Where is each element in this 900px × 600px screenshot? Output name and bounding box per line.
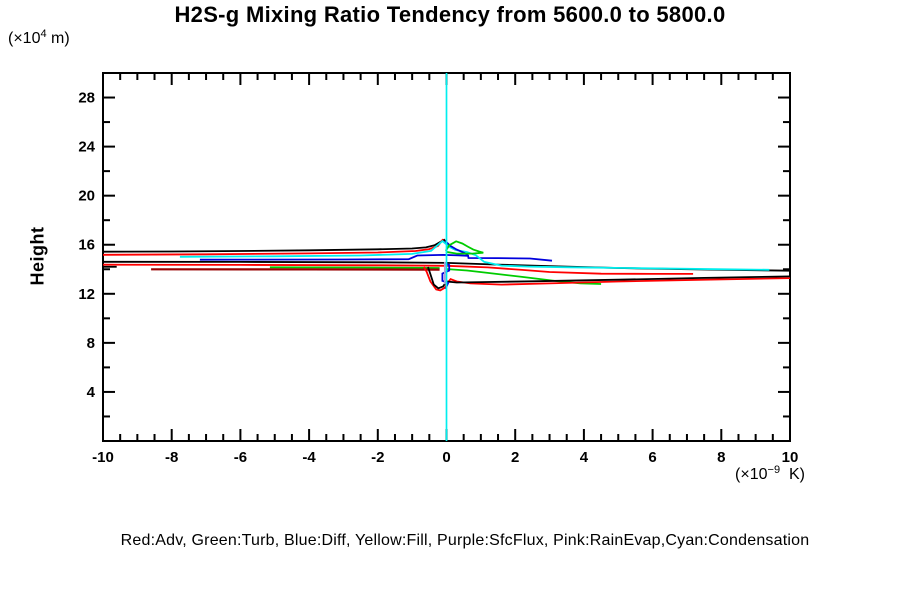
x-tick-label: 8 bbox=[717, 449, 725, 466]
series-color-legend: Red:Adv, Green:Turb, Blue:Diff, Yellow:F… bbox=[120, 532, 810, 549]
x-tick-label: 0 bbox=[442, 449, 450, 466]
x-unit-prefix: (×10 bbox=[735, 466, 768, 483]
y-tick-label: 4 bbox=[87, 384, 96, 401]
x-axis-unit: (×10−9 K) bbox=[700, 464, 840, 484]
x-tick-label: -4 bbox=[302, 449, 316, 466]
x-tick-label: 10 bbox=[782, 449, 799, 466]
y-tick-label: 28 bbox=[78, 90, 95, 107]
x-tick-label: -6 bbox=[234, 449, 247, 466]
series-diff-zigzag bbox=[441, 262, 451, 290]
x-tick-label: -2 bbox=[371, 449, 384, 466]
x-tick-label: 6 bbox=[648, 449, 656, 466]
series-adv-band bbox=[102, 263, 694, 275]
series-turb-loop bbox=[445, 240, 484, 255]
y-tick-label: 20 bbox=[78, 188, 95, 205]
page-title: H2S-g Mixing Ratio Tendency from 5600.0 … bbox=[174, 2, 726, 27]
series-net-upper bbox=[102, 238, 457, 253]
series-turb-band bbox=[269, 266, 440, 269]
series-adv-hook-lower bbox=[423, 266, 791, 292]
series-net-hook-lower bbox=[427, 266, 791, 290]
series-diff-band bbox=[199, 253, 553, 262]
x-tick-label: 4 bbox=[580, 449, 589, 466]
y-unit-suffix: m) bbox=[46, 30, 70, 47]
x-unit-suffix: K) bbox=[780, 466, 805, 483]
y-axis-unit: (×104 m) bbox=[8, 28, 70, 48]
y-unit-prefix: (×10 bbox=[8, 30, 41, 47]
y-unit-exponent: 4 bbox=[40, 28, 47, 40]
series-adv-upper bbox=[102, 238, 444, 256]
y-tick-label: 8 bbox=[87, 335, 95, 352]
x-tick-label: -8 bbox=[165, 449, 178, 466]
x-tick-label: 2 bbox=[511, 449, 519, 466]
x-unit-exponent: −9 bbox=[767, 464, 781, 476]
x-tick-label: -10 bbox=[92, 449, 114, 466]
y-tick-label: 12 bbox=[78, 286, 95, 303]
series-cond-upper bbox=[179, 239, 770, 271]
y-tick-label: 16 bbox=[78, 237, 95, 254]
y-tick-label: 24 bbox=[78, 139, 95, 156]
